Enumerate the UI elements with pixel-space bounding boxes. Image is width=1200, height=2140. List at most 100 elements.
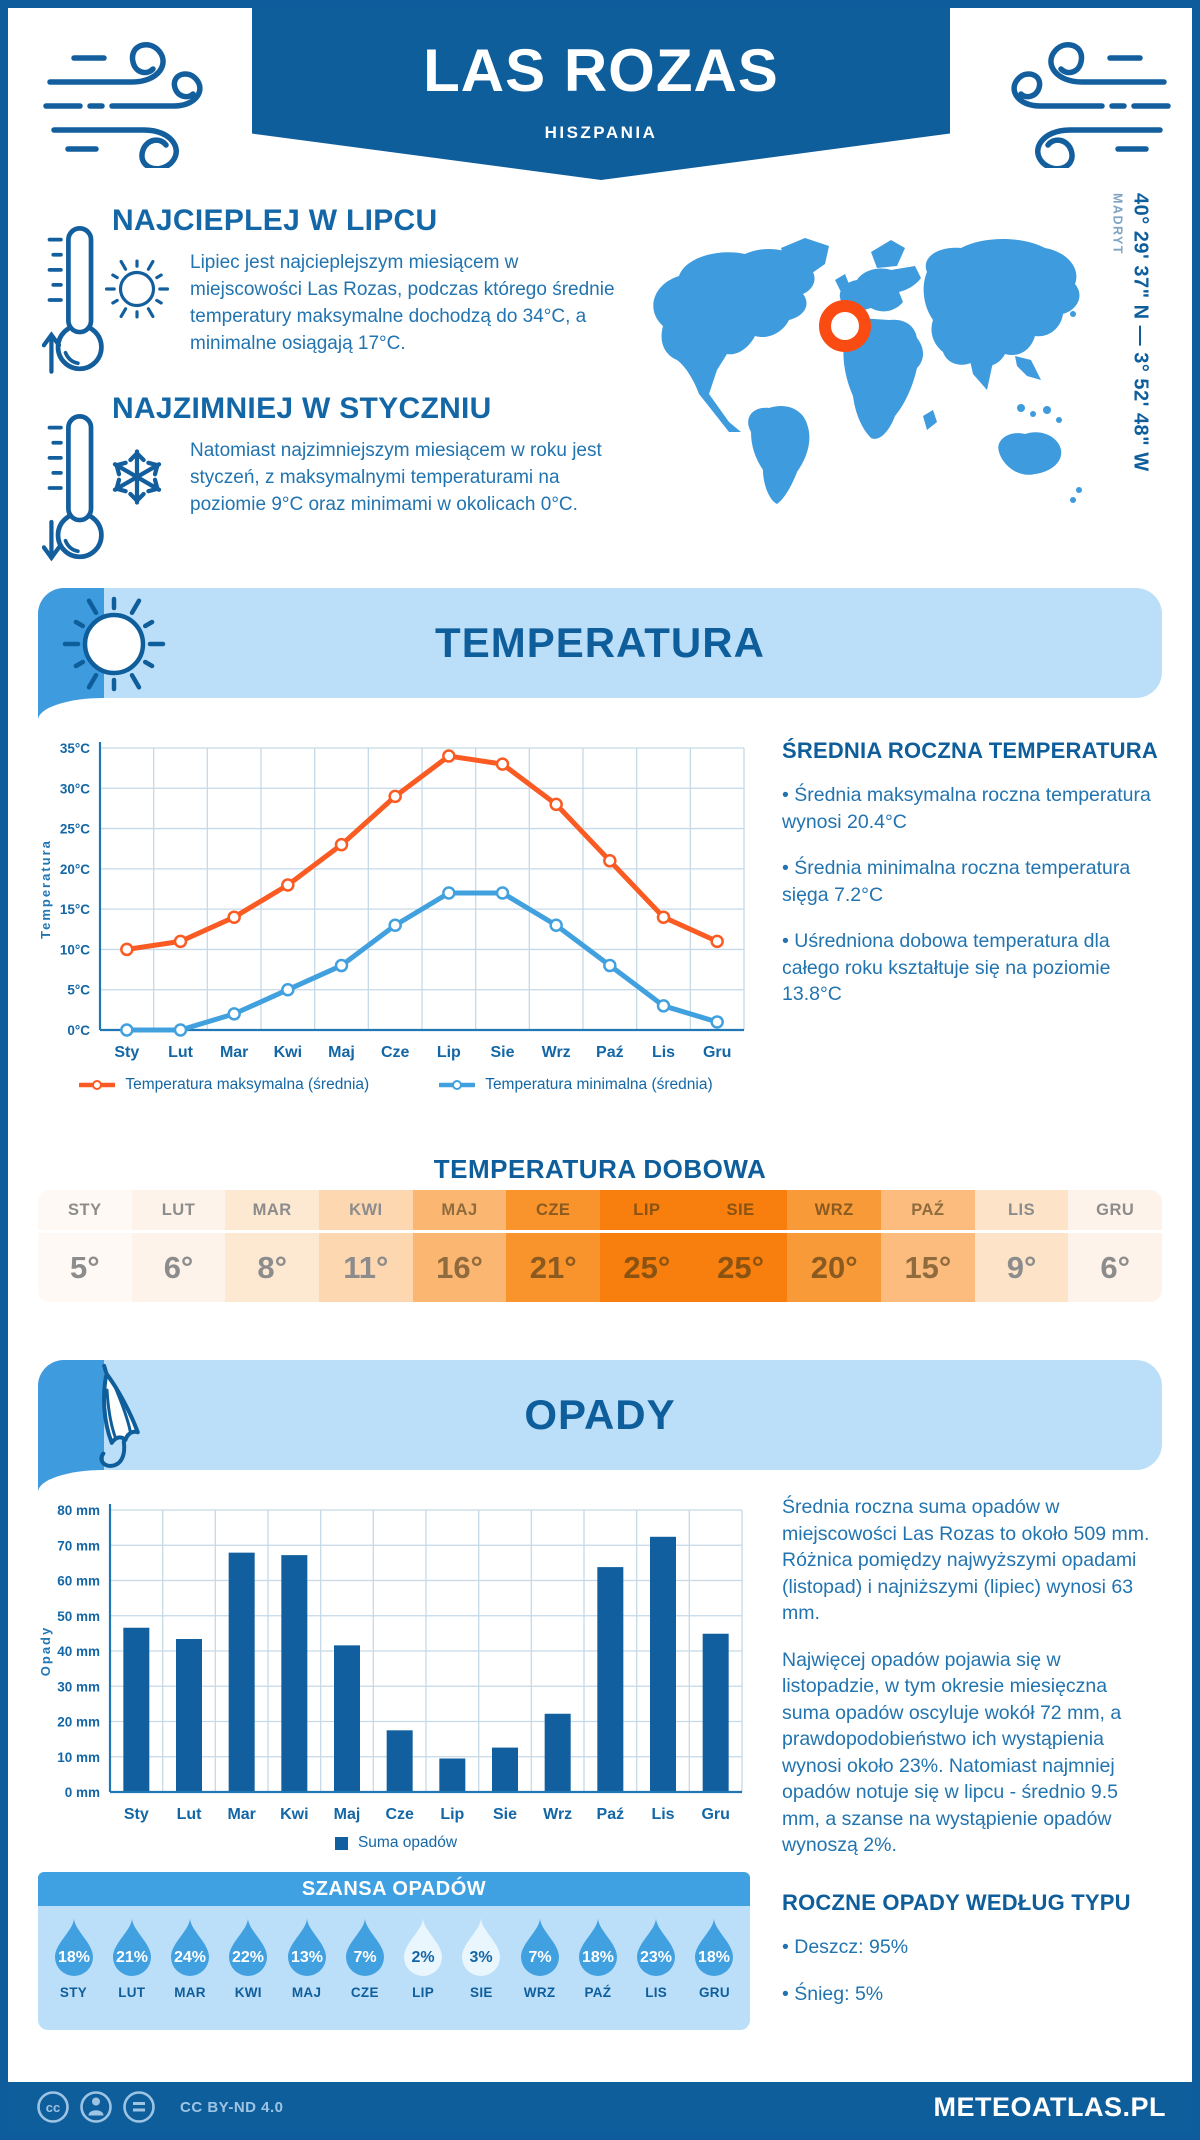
chance-value: 22% bbox=[232, 1949, 264, 1966]
drop-month-label: GRU bbox=[698, 1985, 730, 2000]
daily-temp-column: LIS 9° bbox=[974, 1190, 1069, 1302]
snowflake-icon bbox=[104, 444, 170, 515]
y-axis-title: Temperatura bbox=[38, 839, 53, 939]
annual-temperature-block: ŚREDNIA ROCZNA TEMPERATURA • Średnia mak… bbox=[782, 738, 1160, 1028]
data-point-marker bbox=[710, 1015, 724, 1029]
svg-text:50 mm: 50 mm bbox=[57, 1609, 100, 1624]
data-point-marker bbox=[334, 958, 349, 973]
svg-text:Lip: Lip bbox=[437, 1044, 461, 1061]
grid-lines bbox=[109, 1509, 743, 1792]
banner-tab bbox=[38, 1360, 104, 1470]
svg-text:20°C: 20°C bbox=[60, 862, 90, 877]
coordinates-label: 40° 29' 37" N — 3° 52' 48" W bbox=[1129, 193, 1152, 472]
legend-item: Suma opadów bbox=[334, 1834, 458, 1852]
raindrop-icon: 18% bbox=[578, 1918, 617, 1976]
chance-value: 18% bbox=[698, 1949, 730, 1966]
drop-month-label: KWI bbox=[234, 1985, 262, 2000]
daily-temp-column: LIP 25° bbox=[600, 1190, 694, 1302]
temp-value-cell: 5° bbox=[38, 1230, 132, 1302]
bar bbox=[702, 1633, 729, 1792]
chance-drop-item: 23% LIS bbox=[629, 1916, 684, 2030]
svg-text:35°C: 35°C bbox=[60, 741, 90, 756]
temperature-banner: TEMPERATURA bbox=[38, 588, 1162, 720]
drop-month-label: PAŹ bbox=[584, 1985, 612, 2000]
raindrop-icon: 13% bbox=[287, 1918, 326, 1976]
precipitation-by-type-heading: ROCZNE OPADY WEDŁUG TYPU bbox=[782, 1890, 1131, 1915]
chance-value: 2% bbox=[412, 1949, 435, 1966]
wind-icon bbox=[38, 18, 208, 172]
y-axis-title: Opady bbox=[38, 1626, 53, 1676]
chance-drop-item: 2% LIP bbox=[396, 1916, 451, 2030]
wind-icon bbox=[1006, 18, 1176, 172]
precipitation-type-bullet: • Deszcz: 95% bbox=[782, 1936, 909, 1958]
y-axis-tick-labels: 0 mm 10 mm 20 mm 30 mm 40 mm 50 mm 60 mm 70 mm 8… bbox=[57, 1503, 100, 1800]
svg-text:Sty: Sty bbox=[124, 1806, 149, 1823]
data-point-marker bbox=[442, 749, 456, 763]
warmest-title: NAJCIEPLEJ W LIPCU bbox=[112, 204, 438, 237]
chance-drop-item: 18% GRU bbox=[687, 1916, 742, 2030]
chance-value: 21% bbox=[116, 1949, 148, 1966]
chance-drop-item: 18% PAŹ bbox=[570, 1916, 625, 2030]
data-point-marker bbox=[173, 1023, 188, 1037]
warmest-text: Lipiec jest najcieplejszym miesiącem w m… bbox=[190, 252, 615, 354]
chance-value: 24% bbox=[174, 1949, 206, 1966]
chance-drop-item: 7% WRZ bbox=[512, 1916, 567, 2030]
coldest-month-section: NAJZIMNIEJ W STYCZNIU Natomiast najzimni… bbox=[41, 392, 652, 577]
precipitation-bar-chart: 0 mm 10 mm 20 mm 30 mm 40 mm 50 mm 60 mm 70 mm 8… bbox=[36, 1492, 756, 1855]
month-cell: MAR bbox=[225, 1190, 320, 1230]
banner-fold bbox=[38, 1470, 104, 1492]
drop-month-label: MAR bbox=[174, 1985, 206, 2000]
svg-text:80 mm: 80 mm bbox=[57, 1503, 100, 1518]
coldest-text: Natomiast najzimniejszym miesiącem w rok… bbox=[190, 440, 602, 515]
daily-temp-column: WRZ 20° bbox=[787, 1190, 882, 1302]
legend-label: Temperatura minimalna (średnia) bbox=[485, 1076, 713, 1093]
svg-text:Lut: Lut bbox=[177, 1806, 203, 1823]
bar bbox=[650, 1536, 676, 1792]
svg-text:10°C: 10°C bbox=[60, 942, 90, 957]
license-block: cc CC BY-ND 4.0 bbox=[34, 2088, 284, 2126]
drop-month-label: LIP bbox=[412, 1985, 435, 2000]
axes bbox=[108, 1504, 742, 1794]
legend-label: Suma opadów bbox=[357, 1834, 458, 1851]
chance-drop-item: 21% LUT bbox=[104, 1916, 159, 2030]
banner-fold bbox=[38, 698, 104, 720]
data-point-marker bbox=[388, 789, 402, 804]
svg-text:cc: cc bbox=[46, 2100, 60, 2115]
bar bbox=[176, 1639, 202, 1792]
legend-item: Temperatura maksymalna (średnia) bbox=[79, 1076, 369, 1094]
bar bbox=[228, 1552, 255, 1792]
series-Temperatura maksymalna (średnia) bbox=[120, 749, 724, 957]
chance-value: 7% bbox=[528, 1949, 551, 1966]
sun-icon bbox=[62, 592, 166, 701]
svg-text:Lis: Lis bbox=[652, 1044, 675, 1061]
capital-label: MADRYT bbox=[1110, 193, 1125, 256]
annual-temp-bullet: • Uśredniona dobowa temperatura dla całe… bbox=[782, 930, 1111, 1006]
precipitation-type-bullet: • Śnieg: 5% bbox=[782, 1982, 884, 2005]
daily-temp-column: PAŹ 15° bbox=[881, 1190, 975, 1302]
annual-temp-bullet: • Średnia maksymalna roczna temperatura … bbox=[782, 784, 1151, 833]
raindrop-icon: 18% bbox=[695, 1918, 734, 1976]
location-marker-icon bbox=[819, 300, 871, 352]
raindrop-icon: 7% bbox=[345, 1918, 384, 1976]
legend-label: Temperatura maksymalna (średnia) bbox=[125, 1076, 370, 1093]
data-point-marker bbox=[603, 958, 617, 973]
month-cell: KWI bbox=[319, 1190, 413, 1230]
temp-value-cell: 6° bbox=[131, 1230, 226, 1302]
data-point-marker bbox=[656, 910, 671, 924]
map-coordinates-block: 40° 29' 37" N — 3° 52' 48" W MADRYT bbox=[1111, 193, 1152, 543]
precipitation-chart-legend: Suma opadów bbox=[36, 1834, 756, 1852]
daily-temp-column: MAJ 16° bbox=[412, 1190, 507, 1302]
svg-text:Paź: Paź bbox=[596, 1044, 624, 1061]
precipitation-chart-svg: 0 mm 10 mm 20 mm 30 mm 40 mm 50 mm 60 mm 70 mm 8… bbox=[38, 1503, 743, 1823]
chance-value: 23% bbox=[640, 1949, 672, 1966]
precipitation-paragraph: Średnia roczna suma opadów w miejscowośc… bbox=[782, 1496, 1150, 1625]
x-axis-month-labels: Sty Lut Mar Kwi Maj Cze Lip Sie Wrz Paź Lis Gru bbox=[124, 1806, 730, 1823]
month-cell: STY bbox=[38, 1190, 132, 1230]
month-cell: PAŹ bbox=[881, 1190, 975, 1230]
grid-lines bbox=[99, 747, 745, 1030]
temp-value-cell: 21° bbox=[506, 1230, 601, 1302]
chance-value: 18% bbox=[582, 1949, 614, 1966]
month-cell: CZE bbox=[506, 1190, 601, 1230]
legend-line-swatch bbox=[79, 1080, 116, 1090]
drop-month-label: LUT bbox=[118, 1985, 146, 2000]
